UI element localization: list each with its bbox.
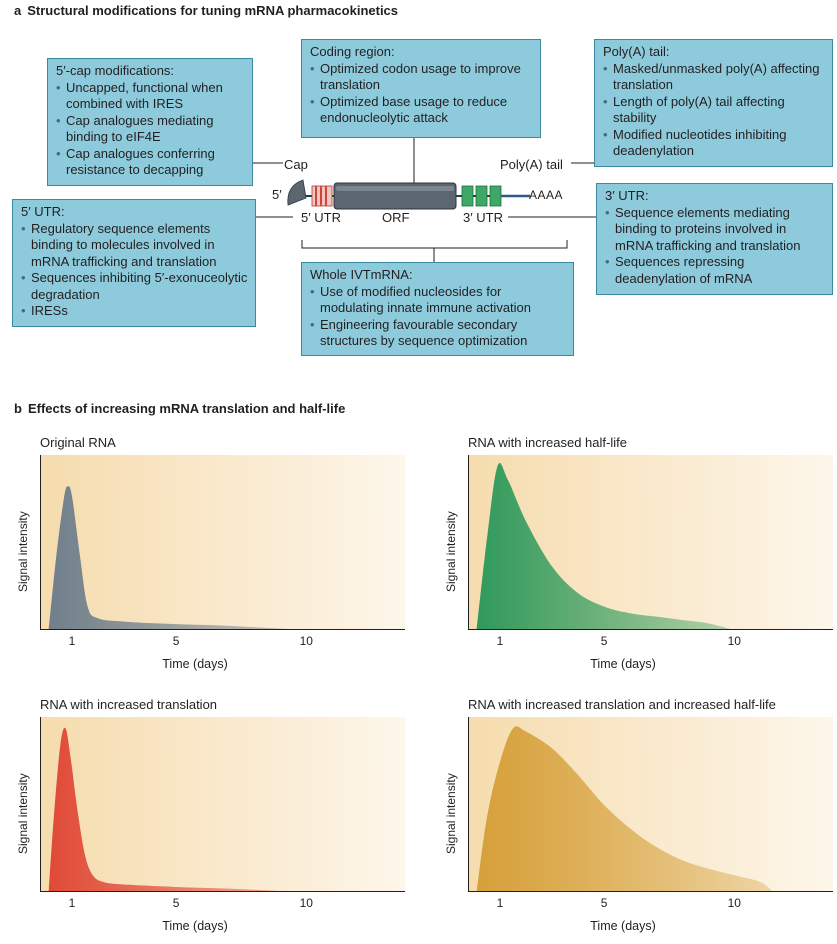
signal-area xyxy=(476,463,735,630)
utr5-box: 5′ UTR: Regulatory sequence elements bin… xyxy=(12,199,256,327)
chart-plot xyxy=(468,717,833,892)
chart-title: RNA with increased translation xyxy=(40,697,218,712)
cap-modifications-box: 5′-cap modifications: Uncapped, function… xyxy=(47,58,253,186)
panel-b-title-text: Effects of increasing mRNA translation a… xyxy=(27,401,346,416)
utr3-element xyxy=(461,185,474,207)
chart-plot xyxy=(40,717,405,892)
x-tick-label: 10 xyxy=(727,634,741,648)
utr3-box: 3′ UTR: Sequence elements mediating bind… xyxy=(596,183,833,295)
chart-title: Original RNA xyxy=(40,435,116,450)
signal-area xyxy=(48,727,307,892)
x-axis-label: Time (days) xyxy=(590,657,656,671)
utr3-box-item: Sequence elements mediating binding to p… xyxy=(605,205,826,255)
x-tick-label: 5 xyxy=(600,634,608,648)
x-tick-label: 1 xyxy=(496,896,504,910)
y-axis-label: Signal intensity xyxy=(16,773,30,854)
panel-b-title: b Effects of increasing mRNA translation … xyxy=(14,401,345,416)
orf-label: ORF xyxy=(382,210,410,225)
y-axis-label: Signal intensity xyxy=(444,773,458,854)
chart-title: RNA with increased translation and incre… xyxy=(468,697,776,712)
axes xyxy=(40,455,405,630)
utr5-label: 5′ UTR xyxy=(301,210,341,225)
polya-box-title: Poly(A) tail: xyxy=(603,44,670,59)
x-axis-label: Time (days) xyxy=(590,919,656,933)
aaaa-label: AAAA xyxy=(529,188,564,202)
x-tick-label: 5 xyxy=(600,896,608,910)
y-axis-label: Signal intensity xyxy=(16,511,30,592)
x-tick-label: 10 xyxy=(299,896,313,910)
coding-box-item: Optimized codon usage to improve transla… xyxy=(310,61,534,94)
x-tick-label: 10 xyxy=(299,634,313,648)
chart-plot xyxy=(40,455,405,630)
polya-label: Poly(A) tail xyxy=(500,157,563,172)
chart-plot xyxy=(468,455,833,630)
x-tick-label: 5 xyxy=(172,896,180,910)
y-axis-label: Signal intensity xyxy=(444,511,458,592)
polya-tail-box: Poly(A) tail: Masked/unmasked poly(A) af… xyxy=(594,39,833,167)
x-axis-label: Time (days) xyxy=(162,657,228,671)
signal-area xyxy=(476,726,774,892)
cap-box-item: Cap analogues mediating binding to eIF4E xyxy=(56,113,246,146)
panel-b-letter: b xyxy=(14,401,22,416)
whole-bracket xyxy=(301,240,568,249)
mrna-schematic xyxy=(252,138,596,262)
coding-box-title: Coding region: xyxy=(310,44,395,59)
x-axis-label: Time (days) xyxy=(162,919,228,933)
panel-a-title-text: Structural modifications for tuning mRNA… xyxy=(27,3,399,18)
panel-a-letter: a xyxy=(14,3,22,18)
x-tick-label: 10 xyxy=(727,896,741,910)
utr3-box-title: 3′ UTR: xyxy=(605,188,649,203)
utr3-box-item: Sequences repressing deadenylation of mR… xyxy=(605,254,826,287)
cap-box-title: 5′-cap modifications: xyxy=(56,63,175,78)
x-tick-label: 5 xyxy=(172,634,180,648)
x-tick-label: 1 xyxy=(68,896,76,910)
axes xyxy=(468,717,833,892)
utr5-box-title: 5′ UTR: xyxy=(21,204,65,219)
utr3-label: 3′ UTR xyxy=(463,210,503,225)
axes xyxy=(40,717,405,892)
coding-box-item: Optimized base usage to reduce endonucle… xyxy=(310,94,534,127)
x-tick-label: 1 xyxy=(496,634,504,648)
utr5-box-item: Regulatory sequence elements binding to … xyxy=(21,221,249,271)
polya-box-item: Modified nucleotides inhibiting deadenyl… xyxy=(603,127,826,160)
axes xyxy=(468,455,833,630)
cap-box-item: Uncapped, functional when combined with … xyxy=(56,80,246,113)
panel-a-title: a Structural modifications for tuning mRN… xyxy=(14,3,398,18)
plot-background xyxy=(40,717,405,892)
plot-background xyxy=(40,455,405,630)
polya-box-item: Length of poly(A) tail affecting stabili… xyxy=(603,94,826,127)
cap-box-item: Cap analogues conferring resistance to d… xyxy=(56,146,246,179)
polya-box-item: Masked/unmasked poly(A) affecting transl… xyxy=(603,61,826,94)
whole-ivtmrna-box: Whole IVTmRNA: Use of modified nucleosid… xyxy=(301,262,574,356)
whole-box-item: Use of modified nucleosides for modulati… xyxy=(310,284,567,317)
signal-area xyxy=(48,486,307,630)
five-prime-label: 5′ xyxy=(272,187,282,202)
x-tick-label: 1 xyxy=(68,634,76,648)
utr5-box-item: Sequences inhibiting 5′-exonuceolytic de… xyxy=(21,270,249,303)
cap-shape xyxy=(287,179,307,206)
whole-box-item: Engineering favourable secondary structu… xyxy=(310,317,567,350)
coding-region-box: Coding region: Optimized codon usage to … xyxy=(301,39,541,138)
whole-box-title: Whole IVTmRNA: xyxy=(310,267,413,282)
cap-label: Cap xyxy=(284,157,308,172)
chart-title: RNA with increased half-life xyxy=(468,435,627,450)
utr5-box-item: IRESs xyxy=(21,303,249,320)
